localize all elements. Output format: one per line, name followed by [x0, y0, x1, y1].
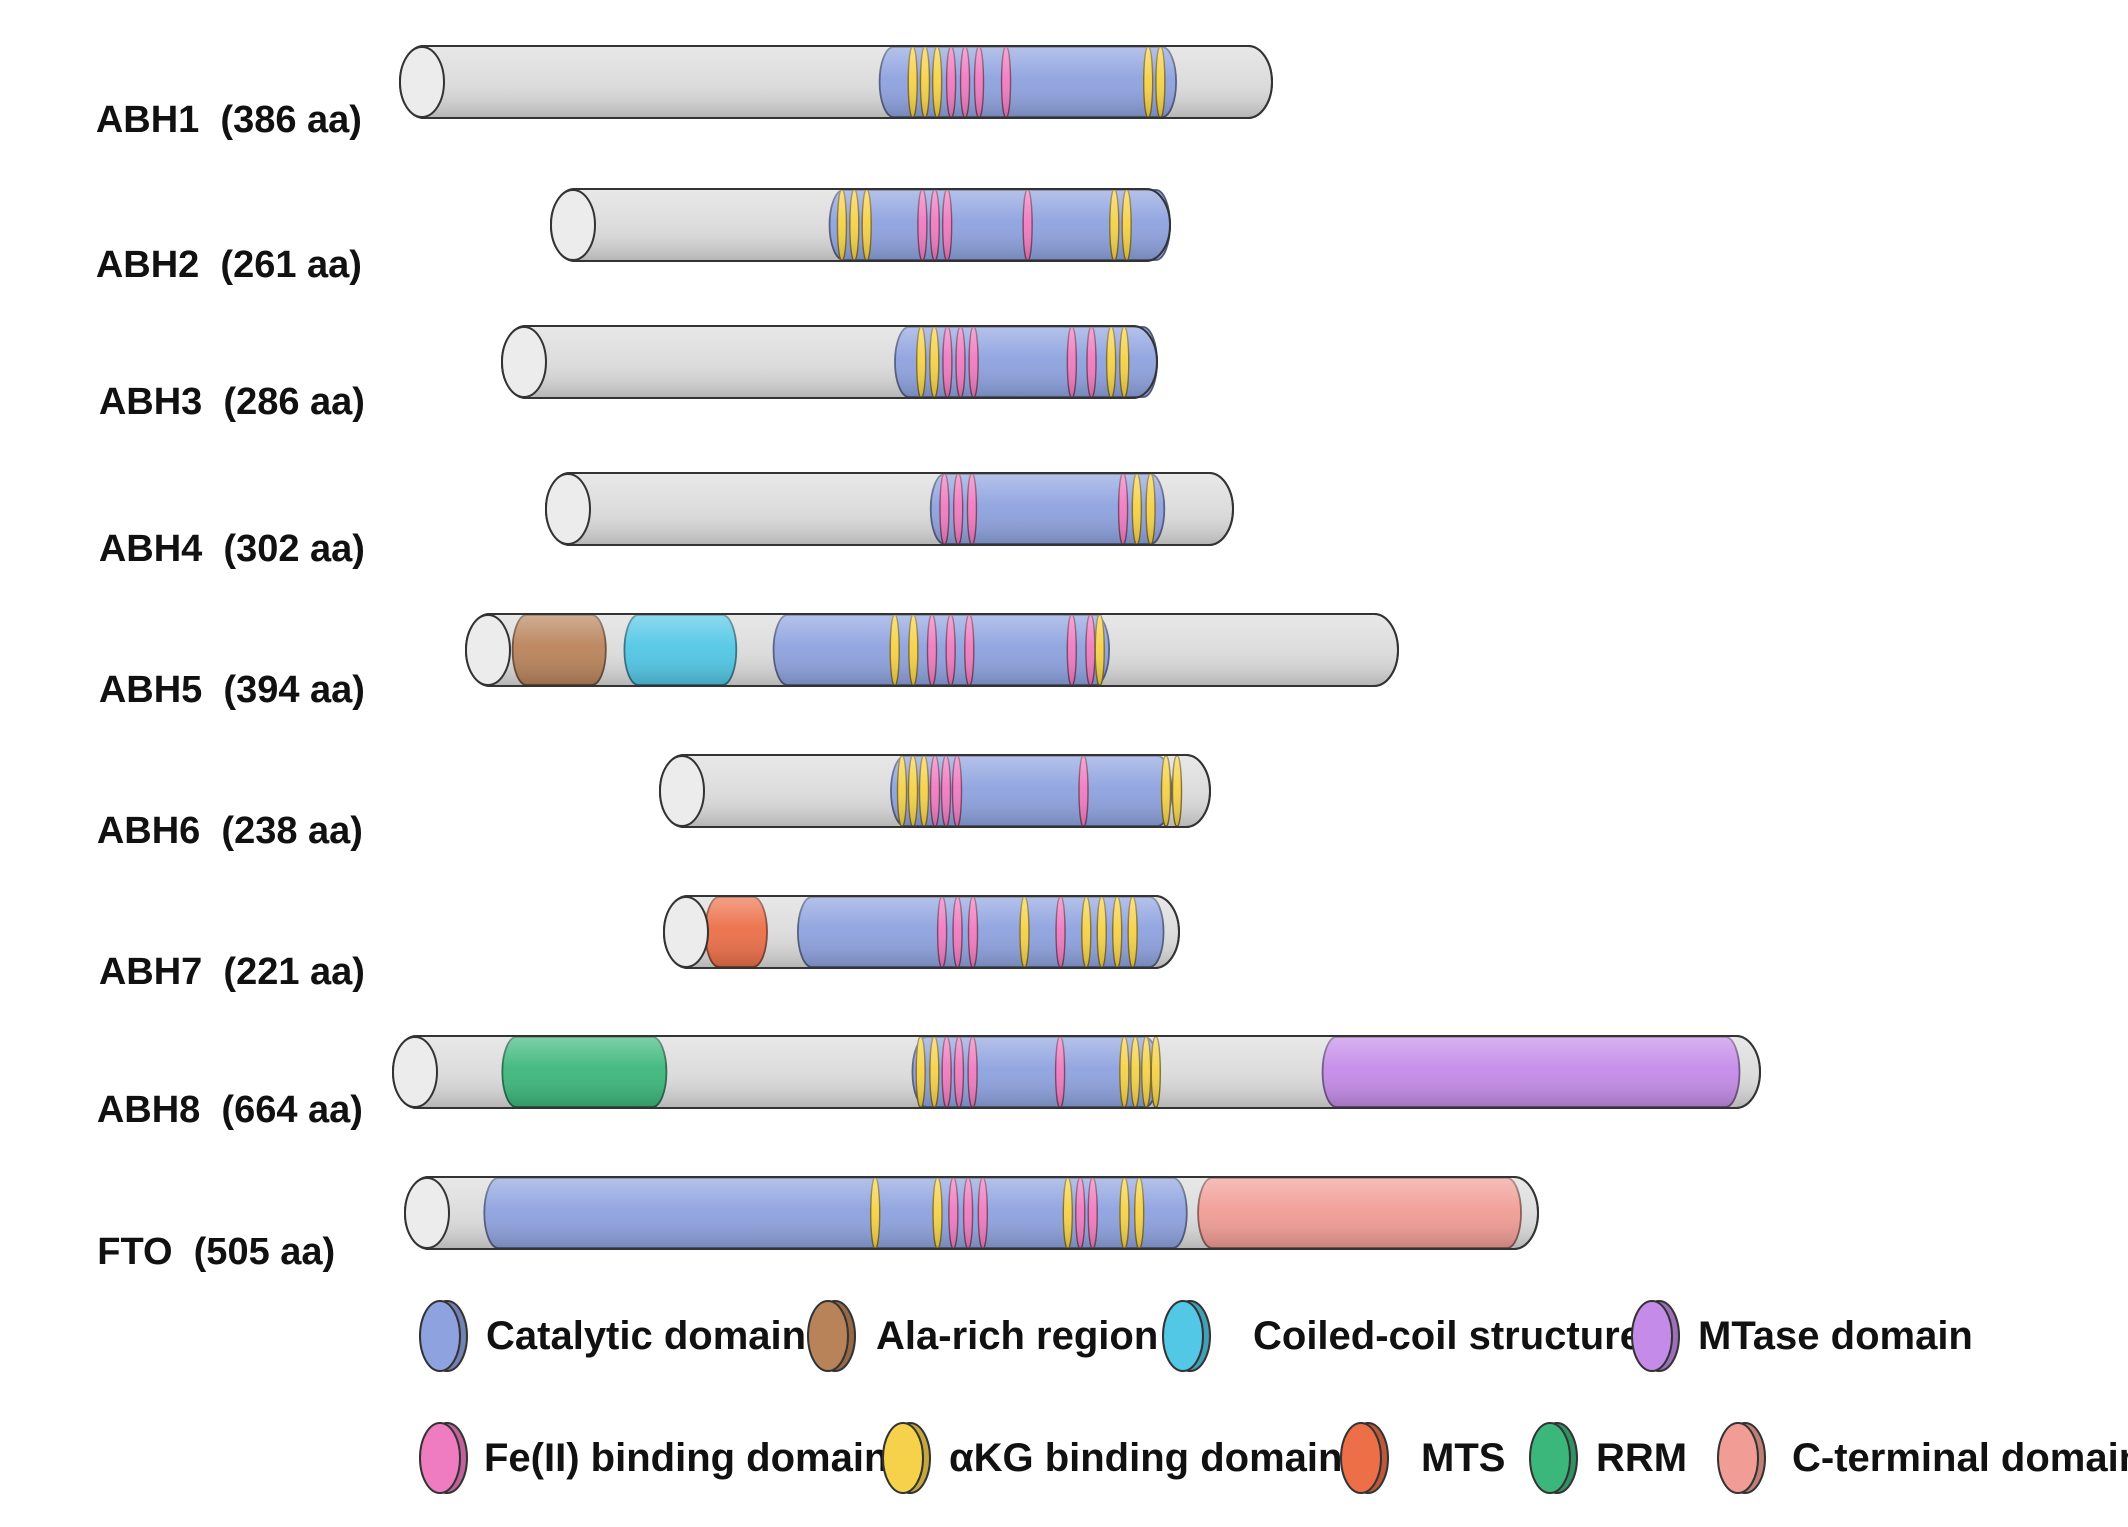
- legend-swatch-alarich: [807, 1300, 849, 1372]
- protein-length: (238 aa): [221, 810, 363, 852]
- legend-label-rrm: RRM: [1596, 1436, 1687, 1480]
- legend-item-catalytic: Catalytic domain: [419, 1300, 806, 1372]
- label-abh8: ABH8 (664 aa): [56, 1046, 363, 1175]
- bar-shading: [550, 188, 1171, 262]
- bar-end-cap: [663, 896, 709, 968]
- legend-swatch-coiled: [1162, 1300, 1204, 1372]
- protein-name: ABH4: [98, 528, 203, 570]
- legend-label-akg: αKG binding domain: [949, 1436, 1342, 1480]
- protein-length: (394 aa): [223, 669, 365, 711]
- protein-length: (261 aa): [220, 244, 362, 286]
- protein-name: ABH5: [98, 669, 203, 711]
- protein-bar-abh1: [399, 45, 1273, 119]
- legend-label-mts: MTS: [1421, 1436, 1505, 1480]
- legend-item-rrm: RRM: [1529, 1422, 1687, 1494]
- protein-bar-abh2: [550, 188, 1171, 262]
- protein-name: FTO: [97, 1231, 173, 1273]
- bar-end-cap: [550, 189, 596, 261]
- bar-end-cap: [399, 46, 445, 118]
- protein-bar-abh6: [659, 754, 1211, 828]
- bar-end-cap: [659, 755, 705, 827]
- bar-shading: [465, 613, 1399, 687]
- legend-swatch-mtase: [1631, 1300, 1673, 1372]
- bar-shading: [392, 1035, 1761, 1109]
- bar-end-cap: [404, 1177, 450, 1249]
- bar-end-cap: [545, 473, 591, 545]
- protein-bar-abh8: [392, 1035, 1761, 1109]
- protein-length: (221 aa): [223, 951, 365, 993]
- label-abh5: ABH5 (394 aa): [58, 626, 365, 755]
- bar-shading: [501, 325, 1158, 399]
- protein-name: ABH1: [95, 99, 200, 141]
- protein-length: (386 aa): [220, 99, 362, 141]
- legend-item-fe: Fe(II) binding domain: [419, 1422, 888, 1494]
- protein-name: ABH7: [98, 951, 203, 993]
- protein-bar-abh5: [465, 613, 1399, 687]
- protein-name: ABH8: [96, 1089, 201, 1131]
- label-fto: FTO (505 aa): [55, 1188, 335, 1317]
- bar-shading: [545, 472, 1234, 546]
- bar-shading: [399, 45, 1273, 119]
- protein-length: (505 aa): [193, 1231, 336, 1273]
- legend-item-mtase: MTase domain: [1631, 1300, 1973, 1372]
- protein-bar-fto: [404, 1176, 1539, 1250]
- protein-length: (664 aa): [221, 1089, 363, 1131]
- bar-shading: [404, 1176, 1539, 1250]
- label-abh7: ABH7 (221 aa): [58, 908, 365, 1037]
- legend-swatch-fe: [419, 1422, 461, 1494]
- legend-item-akg: αKG binding domain: [882, 1422, 1342, 1494]
- legend-label-alarich: Ala-rich region: [876, 1314, 1158, 1358]
- legend-swatch-catalytic: [419, 1300, 461, 1372]
- legend-label-fe: Fe(II) binding domain: [484, 1436, 888, 1480]
- label-abh6: ABH6 (238 aa): [56, 767, 363, 896]
- legend-label-catalytic: Catalytic domain: [486, 1314, 806, 1358]
- legend-item-cterm: C-terminal domain: [1717, 1422, 2128, 1494]
- legend-swatch-akg: [882, 1422, 924, 1494]
- label-abh4: ABH4 (302 aa): [58, 485, 365, 614]
- protein-bar-abh7: [663, 895, 1180, 969]
- bar-shading: [659, 754, 1211, 828]
- legend-swatch-cterm: [1717, 1422, 1759, 1494]
- protein-length: (302 aa): [223, 528, 365, 570]
- protein-length: (286 aa): [223, 381, 365, 423]
- legend-label-mtase: MTase domain: [1698, 1314, 1973, 1358]
- protein-bar-abh4: [545, 472, 1234, 546]
- protein-bar-abh3: [501, 325, 1158, 399]
- legend-swatch-mts: [1340, 1422, 1382, 1494]
- legend-item-mts: MTS: [1340, 1422, 1505, 1494]
- protein-name: ABH2: [95, 244, 200, 286]
- label-abh1: ABH1 (386 aa): [55, 56, 362, 185]
- legend-label-cterm: C-terminal domain: [1792, 1436, 2128, 1480]
- legend-swatch-rrm: [1529, 1422, 1571, 1494]
- protein-name: ABH6: [96, 810, 201, 852]
- legend-item-alarich: Ala-rich region: [807, 1300, 1158, 1372]
- bar-shading: [663, 895, 1180, 969]
- bar-end-cap: [501, 326, 547, 398]
- legend-label-coiled: Coiled-coil structure: [1253, 1314, 1642, 1358]
- bar-end-cap: [465, 614, 511, 686]
- legend-item-coiled: Coiled-coil structure: [1162, 1300, 1642, 1372]
- protein-name: ABH3: [98, 381, 203, 423]
- bar-end-cap: [392, 1036, 438, 1108]
- label-abh3: ABH3 (286 aa): [58, 338, 365, 467]
- label-abh2: ABH2 (261 aa): [55, 201, 362, 330]
